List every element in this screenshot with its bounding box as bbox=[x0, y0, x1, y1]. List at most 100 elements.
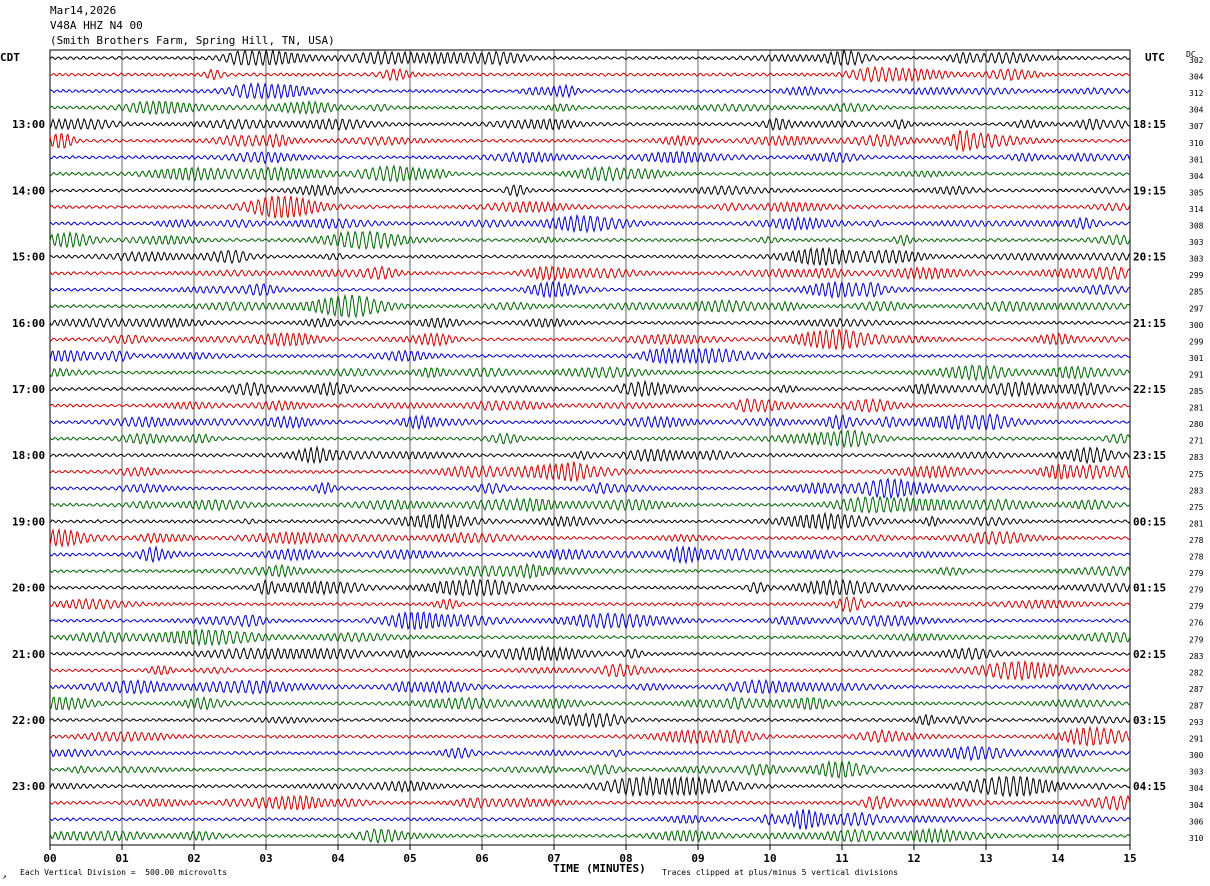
dc-offset-label: 301 bbox=[1189, 354, 1204, 363]
dc-offset-label: 299 bbox=[1189, 271, 1204, 280]
seismic-trace bbox=[49, 527, 1131, 549]
dc-offset-label: 279 bbox=[1189, 602, 1204, 611]
header-date: Mar14,2026 bbox=[50, 4, 117, 17]
dc-offset-label: 307 bbox=[1189, 122, 1204, 131]
seismic-trace bbox=[49, 328, 1131, 351]
dc-offset-label: 281 bbox=[1189, 519, 1204, 528]
x-tick-label: 08 bbox=[619, 852, 632, 865]
seismic-trace bbox=[49, 628, 1131, 647]
dc-offset-label: 283 bbox=[1189, 652, 1204, 661]
cdt-hour-label: 23:00 bbox=[12, 780, 45, 793]
left-axis-label: CDT bbox=[0, 51, 20, 64]
cdt-hour-label: 15:00 bbox=[12, 251, 45, 264]
dc-offset-label: 291 bbox=[1189, 735, 1204, 744]
utc-hour-label: 22:15 bbox=[1133, 383, 1166, 396]
cdt-hour-label: 17:00 bbox=[12, 383, 45, 396]
dc-offset-label: 281 bbox=[1189, 404, 1204, 413]
x-tick-label: 13 bbox=[979, 852, 992, 865]
dc-offset-label: 300 bbox=[1189, 751, 1204, 760]
cdt-hour-label: 21:00 bbox=[12, 648, 45, 661]
dc-offset-label: 312 bbox=[1189, 89, 1204, 98]
seismic-trace bbox=[49, 150, 1131, 165]
seismic-trace bbox=[49, 511, 1131, 531]
dc-offset-label: 306 bbox=[1189, 817, 1204, 826]
x-tick-label: 14 bbox=[1051, 852, 1065, 865]
dc-offset-label: 280 bbox=[1189, 420, 1204, 429]
utc-hour-label: 21:15 bbox=[1133, 317, 1166, 330]
utc-hour-label: 18:15 bbox=[1133, 118, 1166, 131]
dc-offset-label: 304 bbox=[1189, 106, 1204, 115]
utc-hour-label: 01:15 bbox=[1133, 582, 1166, 595]
dc-offset-label: 285 bbox=[1189, 288, 1204, 297]
seismic-trace bbox=[49, 397, 1131, 414]
dc-offset-label: 303 bbox=[1189, 238, 1204, 247]
x-tick-label: 07 bbox=[547, 852, 560, 865]
header-location: (Smith Brothers Farm, Spring Hill, TN, U… bbox=[50, 34, 335, 47]
dc-offset-label: 279 bbox=[1189, 635, 1204, 644]
dc-offset-label: 287 bbox=[1189, 685, 1204, 694]
dc-offset-label: 279 bbox=[1189, 569, 1204, 578]
seismic-trace bbox=[49, 99, 1131, 116]
utc-hour-label: 00:15 bbox=[1133, 515, 1166, 528]
cdt-hour-label: 16:00 bbox=[12, 317, 45, 330]
seismic-trace bbox=[49, 809, 1131, 830]
seismic-trace bbox=[49, 596, 1131, 614]
x-tick-label: 09 bbox=[691, 852, 704, 865]
seismic-trace bbox=[49, 659, 1131, 682]
x-tick-label: 11 bbox=[835, 852, 849, 865]
dc-offset-label: 271 bbox=[1189, 437, 1204, 446]
seismic-trace bbox=[49, 495, 1131, 514]
utc-hour-label: 19:15 bbox=[1133, 184, 1166, 197]
header-station: V48A HHZ N4 00 bbox=[50, 19, 143, 32]
corner-icon: ↗ bbox=[2, 872, 7, 881]
dc-offset-label: 297 bbox=[1189, 304, 1204, 313]
x-tick-label: 10 bbox=[763, 852, 776, 865]
dc-offset-label: 276 bbox=[1189, 619, 1204, 628]
cdt-hour-label: 14:00 bbox=[12, 184, 45, 197]
seismic-trace bbox=[49, 184, 1131, 198]
dc-offset-label: 282 bbox=[1189, 668, 1204, 677]
seismic-trace bbox=[49, 562, 1131, 580]
seismic-trace bbox=[49, 412, 1131, 432]
dc-offset-label: 304 bbox=[1189, 784, 1204, 793]
dc-offset-label: 310 bbox=[1189, 834, 1204, 843]
x-tick-label: 15 bbox=[1123, 852, 1136, 865]
seismic-trace bbox=[49, 280, 1131, 300]
x-axis-title: TIME (MINUTES) bbox=[553, 862, 646, 875]
seismic-trace bbox=[49, 445, 1131, 465]
dc-offset-label: 283 bbox=[1189, 453, 1204, 462]
utc-hour-label: 03:15 bbox=[1133, 714, 1166, 727]
dc-offset-label: 314 bbox=[1189, 205, 1204, 214]
cdt-hour-label: 18:00 bbox=[12, 449, 45, 462]
right-axis-label: UTC bbox=[1145, 51, 1165, 64]
seismic-trace bbox=[49, 265, 1131, 282]
x-tick-label: 04 bbox=[331, 852, 345, 865]
seismic-trace bbox=[49, 578, 1131, 597]
utc-hour-label: 04:15 bbox=[1133, 780, 1166, 793]
seismic-trace bbox=[49, 117, 1131, 132]
dc-offset-label: 310 bbox=[1189, 139, 1204, 148]
grid-lines bbox=[49, 49, 1131, 850]
dc-offset-label: 304 bbox=[1189, 73, 1204, 82]
dc-offset-label: 275 bbox=[1189, 503, 1204, 512]
x-tick-label: 00 bbox=[43, 852, 56, 865]
axis-labels: 00 01 02 03 04 05 06 07 08 09 10 11 12 13 14 15 302 304 31… bbox=[12, 56, 1204, 865]
seismic-trace bbox=[49, 317, 1131, 329]
seismic-trace bbox=[49, 48, 1131, 67]
seismic-trace bbox=[49, 745, 1131, 762]
dc-label: DC bbox=[1186, 50, 1196, 59]
x-tick-label: 03 bbox=[259, 852, 272, 865]
seismic-trace bbox=[49, 725, 1131, 748]
seismic-trace bbox=[49, 195, 1131, 219]
x-tick-label: 02 bbox=[187, 852, 200, 865]
seismic-trace bbox=[49, 678, 1131, 695]
dc-offset-label: 301 bbox=[1189, 155, 1204, 164]
scale-note: Each Vertical Division = 500.00 microvol… bbox=[20, 868, 228, 877]
seismic-trace bbox=[49, 827, 1131, 845]
seismic-trace bbox=[49, 129, 1131, 153]
seismic-trace bbox=[49, 82, 1131, 100]
cdt-hour-label: 19:00 bbox=[12, 515, 45, 528]
dc-offset-label: 299 bbox=[1189, 337, 1204, 346]
clip-note: Traces clipped at plus/minus 5 vertical … bbox=[662, 868, 899, 877]
dc-offset-label: 279 bbox=[1189, 586, 1204, 595]
